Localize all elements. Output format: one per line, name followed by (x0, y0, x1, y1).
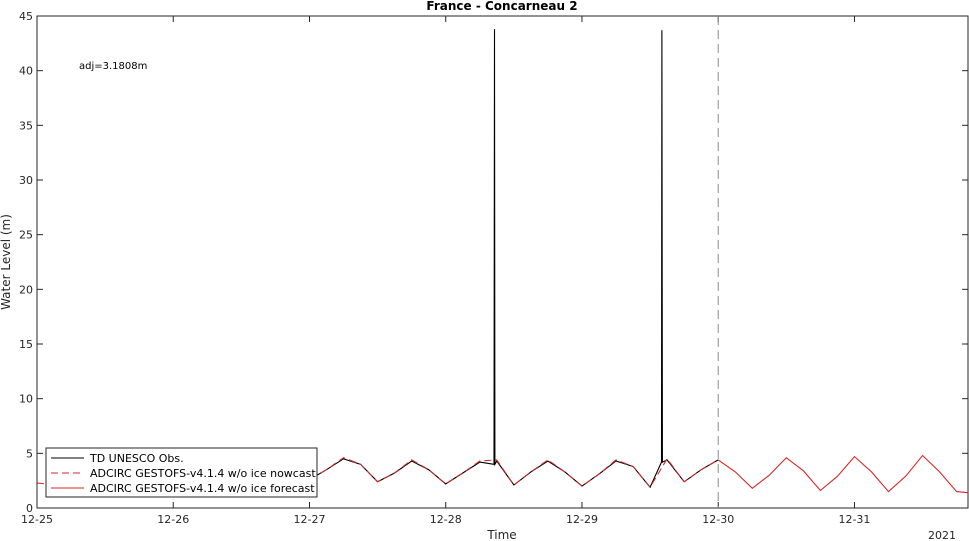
axes-box (36, 15, 969, 509)
x-tick-label: 12-29 (566, 513, 598, 526)
legend: TD UNESCO Obs. ADCIRC GESTOFS-v4.1.4 w/o … (45, 447, 318, 498)
y-tick-label: 15 (19, 338, 33, 351)
y-tick-label: 30 (19, 174, 33, 187)
y-axis-title: Water Level (m) (0, 214, 13, 310)
y-tick-label: 0 (26, 502, 33, 515)
y-tick-label: 20 (19, 283, 33, 296)
y-tick-label: 45 (19, 10, 33, 23)
forecast-series-line (717, 454, 969, 494)
nowcast-series-line (36, 457, 719, 489)
x-axis-title: Time (486, 528, 516, 541)
x-tick-label: 12-26 (157, 513, 189, 526)
x-tick-label: 12-31 (838, 513, 870, 526)
y-tick-label: 5 (26, 447, 33, 460)
x-tick-label: 12-30 (702, 513, 734, 526)
y-tick-label: 35 (19, 119, 33, 132)
legend-entry-obs-label: TD UNESCO Obs. (89, 452, 184, 465)
x-tick-label: 12-28 (430, 513, 462, 526)
y-tick-label: 10 (19, 393, 33, 406)
chart-title: France - Concarneau 2 (426, 0, 577, 13)
plot-area (36, 15, 969, 509)
adj-annotation: adj=3.1808m (79, 61, 147, 72)
legend-box (45, 447, 318, 498)
y-tick-label: 40 (19, 65, 33, 78)
legend-entry-nowcast-label: ADCIRC GESTOFS-v4.1.4 w/o ice nowcast (90, 467, 316, 480)
legend-entry-forecast-label: ADCIRC GESTOFS-v4.1.4 w/o ice forecast (90, 482, 315, 495)
y-tick-label: 25 (19, 229, 33, 242)
x-tick-label: 12-27 (294, 513, 326, 526)
year-label: 2021 (928, 529, 956, 541)
x-tick-label: 12-25 (21, 513, 53, 526)
